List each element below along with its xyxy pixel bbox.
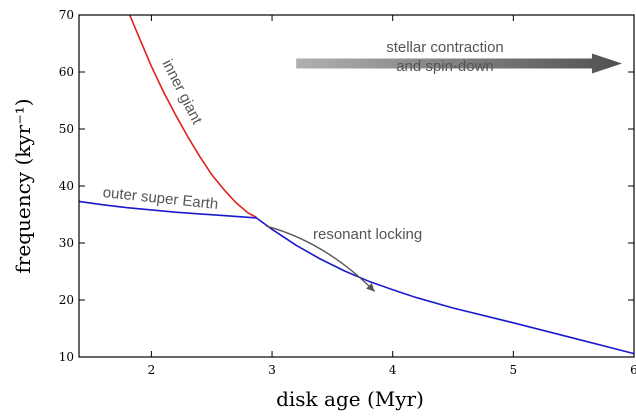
y-tick-label: 70 xyxy=(59,8,74,22)
label-inner-giant: inner giant xyxy=(159,57,206,128)
x-axis-title: disk age (Myr) xyxy=(276,387,424,411)
y-axis-title: frequency (kyr⁻¹) xyxy=(11,98,35,273)
series-line-0 xyxy=(128,14,257,219)
x-tick-label: 4 xyxy=(389,363,397,377)
x-tick-label: 3 xyxy=(268,363,276,377)
y-tick-label: 60 xyxy=(59,65,74,79)
x-tick-label: 2 xyxy=(148,363,156,377)
annotation-contraction-line2: and spin-down xyxy=(396,58,494,75)
x-tick-label: 6 xyxy=(630,363,636,377)
annotation-contraction-line1: stellar contraction xyxy=(386,39,504,56)
series-line-1 xyxy=(78,200,635,355)
y-tick-label: 10 xyxy=(59,350,74,364)
y-tick-label: 20 xyxy=(59,293,74,307)
locking-arrow-shaft xyxy=(265,225,376,292)
annotation-resonant-locking: resonant locking xyxy=(313,226,422,243)
y-tick-label: 30 xyxy=(59,236,74,250)
y-tick-label: 50 xyxy=(59,122,74,136)
y-tick-label: 40 xyxy=(59,179,74,193)
label-outer-super-earth: outer super Earth xyxy=(102,184,219,213)
x-tick-label: 5 xyxy=(510,363,518,377)
contraction-arrow xyxy=(296,53,622,74)
locking-arrow-head xyxy=(366,282,375,292)
